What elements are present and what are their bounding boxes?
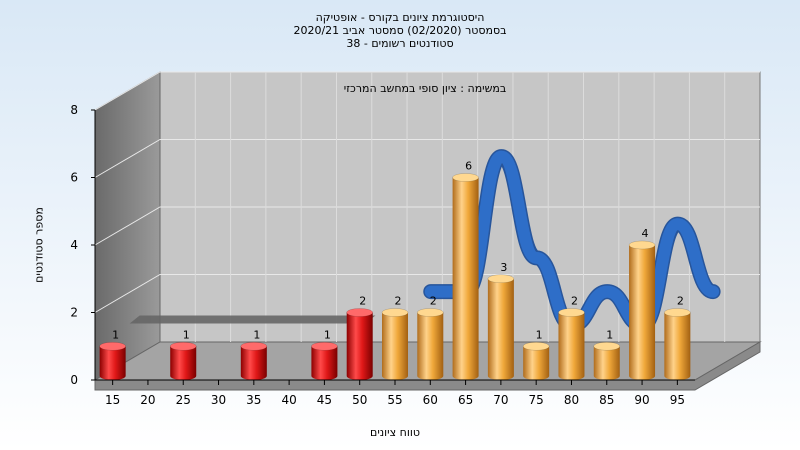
- bar-top-55: [381, 308, 409, 317]
- bar-45: [311, 346, 338, 380]
- x-tick-label-65: 65: [458, 393, 473, 407]
- bar-65: [452, 177, 479, 380]
- bar-top-85: [593, 342, 621, 351]
- bar-80: [558, 312, 585, 380]
- bar-top-80: [558, 308, 585, 317]
- bar-35: [240, 346, 267, 380]
- bar-top-45: [311, 342, 338, 351]
- x-tick-label-25: 25: [176, 393, 191, 407]
- bar-60: [417, 312, 444, 380]
- x-tick-label-40: 40: [281, 393, 296, 407]
- x-tick-label-20: 20: [140, 393, 155, 407]
- y-tick-label-2: 2: [70, 306, 78, 320]
- data-label-45: 1: [324, 328, 331, 341]
- data-label-75: 1: [536, 328, 543, 341]
- data-label-55: 2: [395, 295, 402, 308]
- chart-semester: בסמסטר (02/2020) סמסטר אביב 2020/21: [293, 24, 507, 37]
- x-tick-label-60: 60: [423, 393, 438, 407]
- y-tick-label-6: 6: [70, 171, 78, 185]
- data-label-95: 2: [677, 295, 684, 308]
- x-tick-label-15: 15: [105, 393, 120, 407]
- data-label-60: 2: [430, 295, 437, 308]
- bar-75: [523, 346, 550, 380]
- bar-85: [593, 346, 620, 380]
- y-tick-label-0: 0: [70, 373, 78, 387]
- bar-top-95: [664, 308, 691, 317]
- chart-title: היסטוגרמת ציונים בקורס - אופטיקה: [315, 11, 485, 24]
- y-tick-label-4: 4: [70, 238, 78, 252]
- x-tick-label-50: 50: [352, 393, 367, 407]
- x-tick-label-30: 30: [211, 393, 226, 407]
- bar-top-60: [417, 308, 444, 317]
- bar-70: [487, 278, 514, 380]
- x-tick-label-55: 55: [387, 393, 402, 407]
- chart-enrollment: סטודנטים רשומים - 38: [346, 37, 454, 50]
- gridline-horizontal: [94, 206, 760, 246]
- x-tick-label-70: 70: [493, 393, 508, 407]
- x-tick-label-35: 35: [246, 393, 261, 407]
- data-label-90: 4: [642, 227, 649, 240]
- gridline-horizontal: [94, 274, 760, 313]
- y-tick-label-8: 8: [70, 103, 78, 117]
- chart-subtitle: במשימה : ציון סופי במחשב המרכזי: [344, 82, 507, 95]
- data-label-80: 2: [571, 295, 578, 308]
- gridline-horizontal: [94, 139, 760, 178]
- x-tick-label-75: 75: [529, 393, 544, 407]
- bar-15: [99, 346, 126, 380]
- bar-top-35: [240, 342, 268, 351]
- x-tick-label-90: 90: [634, 393, 649, 407]
- series-ribbon-fail: [129, 315, 376, 324]
- x-tick-label-80: 80: [564, 393, 579, 407]
- bar-top-75: [522, 342, 550, 351]
- data-label-65: 6: [465, 160, 472, 173]
- bar-top-15: [99, 342, 126, 351]
- x-axis-label: טווח ציונים: [370, 426, 420, 439]
- bar-top-65: [452, 173, 479, 182]
- gridline-horizontal: [94, 71, 760, 111]
- bar-top-50: [346, 308, 373, 317]
- bar-95: [664, 312, 691, 380]
- y-axis-label: מספר סטודנטים: [32, 207, 46, 283]
- bar-90: [629, 245, 656, 380]
- bar-50: [346, 312, 373, 380]
- x-tick-label-95: 95: [670, 393, 685, 407]
- bar-25: [170, 346, 197, 380]
- bar-top-90: [628, 240, 656, 250]
- x-tick-label-85: 85: [599, 393, 614, 407]
- data-label-70: 3: [500, 261, 507, 274]
- data-label-15: 1: [112, 328, 119, 341]
- bar-top-25: [169, 342, 197, 351]
- x-tick-label-45: 45: [317, 393, 332, 407]
- bar-55: [382, 312, 408, 380]
- data-label-35: 1: [253, 328, 260, 341]
- data-label-85: 1: [606, 328, 613, 341]
- bar-top-70: [487, 274, 515, 283]
- data-label-50: 2: [359, 295, 366, 308]
- data-label-25: 1: [183, 328, 190, 341]
